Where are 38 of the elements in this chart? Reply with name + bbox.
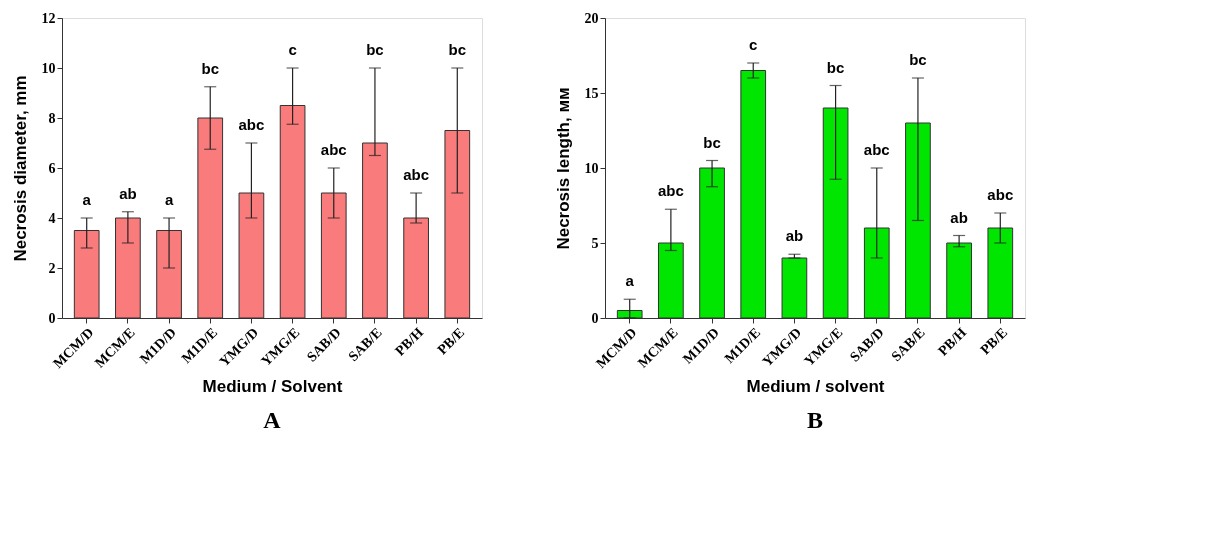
y-tick-label: 0: [591, 310, 599, 326]
y-tick-label: 15: [584, 85, 599, 101]
annotation: a: [625, 272, 635, 290]
annotation: a: [164, 191, 174, 208]
y-axis-title: Necrosis length, мм: [553, 87, 573, 250]
annotation: c: [288, 41, 297, 58]
annotation: bc: [366, 41, 384, 58]
annotation: ab: [119, 184, 137, 202]
y-tick-label: 0: [48, 310, 56, 326]
annotation: abc: [320, 141, 347, 158]
annotation: bc: [826, 58, 845, 76]
text: B: [806, 406, 824, 433]
y-tick-label: 6: [48, 160, 56, 176]
x-axis-title: Medium / solvent: [746, 377, 885, 397]
annotation: abc: [863, 141, 890, 158]
annotation: abc: [238, 116, 265, 133]
annotation: ab: [785, 227, 804, 245]
annotation: bc: [201, 59, 219, 77]
annotation: abc: [403, 166, 430, 183]
y-axis-title: Necrosis diameter, mm: [10, 75, 30, 262]
annotation: bc: [703, 133, 721, 151]
x-axis-title: Medium / Solvent: [202, 377, 343, 397]
annotation: c: [749, 36, 758, 53]
annotation: abc: [987, 186, 1014, 203]
y-tick-label: 5: [591, 235, 599, 251]
y-tick-label: 10: [584, 160, 599, 176]
y-tick-label: 4: [48, 210, 56, 226]
y-tick-label: 10: [41, 60, 56, 76]
annotation: a: [82, 191, 92, 208]
text: A: [263, 406, 282, 433]
y-tick-label: 20: [584, 10, 599, 26]
annotation: bc: [909, 51, 927, 68]
y-tick-label: 2: [48, 260, 56, 276]
annotation: ab: [950, 208, 968, 226]
y-tick-label: 12: [41, 10, 56, 26]
annotation: bc: [448, 41, 467, 58]
annotation: abc: [657, 182, 684, 200]
y-tick-label: 8: [48, 110, 56, 126]
